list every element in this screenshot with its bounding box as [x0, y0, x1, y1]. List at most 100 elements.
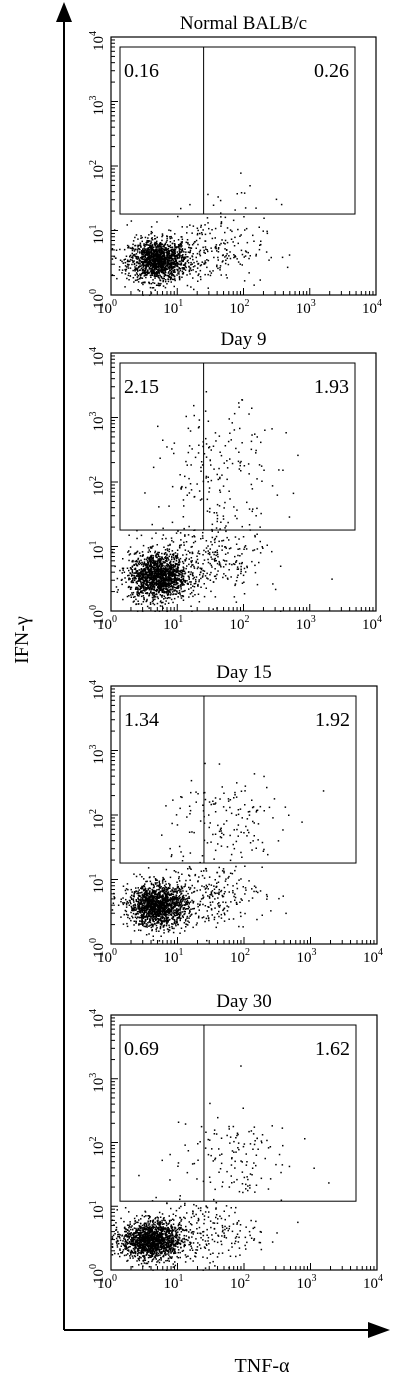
data-point — [163, 568, 166, 571]
data-point — [204, 260, 206, 262]
data-point — [142, 571, 144, 573]
data-point — [272, 583, 274, 585]
data-point — [137, 248, 139, 250]
data-point — [150, 270, 152, 272]
data-point — [128, 263, 130, 266]
data-point — [142, 589, 144, 592]
data-point — [191, 244, 194, 246]
data-point — [166, 244, 169, 246]
data-point — [263, 469, 265, 471]
data-point — [155, 261, 157, 264]
data-point — [147, 585, 149, 587]
data-point — [158, 570, 160, 572]
data-point — [127, 586, 130, 589]
data-point — [173, 581, 176, 583]
data-point — [174, 581, 176, 584]
data-point — [158, 590, 160, 593]
data-point — [248, 508, 251, 510]
data-point — [131, 907, 133, 910]
data-point — [170, 563, 172, 565]
data-point — [127, 888, 129, 891]
data-point — [217, 259, 219, 261]
data-point — [146, 264, 148, 267]
data-point — [185, 541, 188, 543]
data-point — [168, 573, 170, 575]
data-point — [172, 554, 175, 556]
panel-title: Normal BALB/c — [180, 13, 307, 34]
data-point — [146, 598, 148, 601]
data-point — [148, 577, 151, 579]
data-point — [210, 272, 213, 274]
data-point — [170, 261, 172, 264]
data-point — [256, 533, 258, 535]
data-point — [129, 901, 131, 904]
data-point — [238, 548, 241, 550]
data-point — [137, 274, 139, 277]
data-point — [153, 564, 156, 566]
data-point — [145, 925, 148, 927]
data-point — [208, 511, 211, 513]
data-point — [131, 909, 133, 911]
data-point — [141, 917, 143, 920]
data-point — [160, 252, 163, 254]
data-point — [193, 261, 195, 264]
data-point — [183, 267, 185, 270]
data-point — [159, 581, 161, 583]
data-point — [165, 586, 168, 588]
data-point — [135, 586, 137, 589]
data-point — [145, 273, 148, 276]
data-point — [137, 246, 139, 248]
data-point — [151, 260, 154, 262]
data-point — [264, 429, 266, 431]
data-point — [176, 268, 178, 271]
data-point — [191, 232, 193, 234]
data-point — [154, 237, 157, 240]
data-point — [132, 240, 135, 242]
data-point — [130, 902, 132, 905]
data-point — [228, 563, 231, 565]
data-point — [231, 563, 233, 566]
data-point — [216, 549, 218, 552]
data-point — [229, 458, 231, 460]
data-point — [134, 588, 137, 590]
data-point — [134, 560, 136, 563]
data-point — [129, 553, 132, 555]
data-point — [246, 566, 248, 569]
data-point — [158, 895, 160, 898]
data-point — [150, 563, 152, 565]
data-point — [137, 900, 140, 903]
data-point — [160, 574, 163, 577]
data-point — [159, 570, 161, 572]
data-point — [143, 574, 145, 576]
data-point — [149, 569, 151, 571]
data-point — [178, 897, 180, 900]
data-point — [160, 602, 163, 604]
data-point — [173, 249, 176, 251]
data-point — [199, 249, 202, 252]
data-point — [167, 262, 169, 264]
data-point — [144, 274, 146, 276]
data-point — [209, 901, 212, 904]
data-point — [224, 546, 226, 548]
data-point — [143, 576, 146, 578]
data-point — [166, 268, 169, 270]
data-point — [155, 242, 157, 244]
data-point — [138, 574, 141, 576]
data-point — [167, 572, 169, 575]
data-point — [160, 248, 163, 250]
data-point — [159, 265, 161, 268]
data-point — [245, 227, 248, 230]
data-point — [258, 561, 260, 564]
data-point — [148, 247, 150, 249]
data-point — [162, 915, 164, 917]
data-point — [205, 475, 208, 478]
data-point — [166, 548, 169, 550]
data-point — [160, 582, 162, 584]
data-point — [166, 252, 168, 254]
data-point — [156, 571, 159, 573]
data-point — [145, 558, 148, 561]
data-point — [225, 530, 227, 533]
data-point — [200, 466, 202, 469]
data-point — [164, 584, 167, 587]
data-point — [167, 564, 170, 567]
